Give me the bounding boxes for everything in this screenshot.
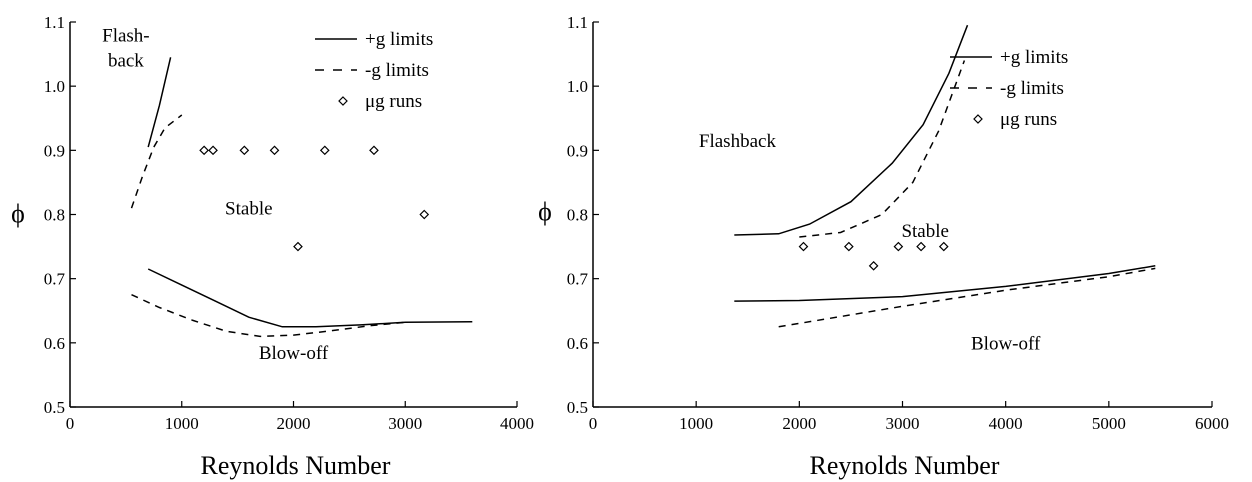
y-tick-label: 0.5 (567, 398, 588, 417)
region-label: Flashback (699, 131, 777, 152)
plus-g-limit-line (734, 24, 969, 236)
legend-label: -g limits (365, 60, 429, 81)
x-axis-label: Reynolds Number (201, 451, 391, 480)
y-tick-label: 0.5 (44, 398, 65, 417)
legend: +g limits -g limits μg runs (315, 29, 433, 112)
x-tick-label: 3000 (388, 414, 422, 433)
microgravity-run-point (269, 145, 280, 156)
y-tick-label: 0.9 (44, 141, 65, 160)
y-tick-label: 0.7 (567, 270, 589, 289)
legend-diamond-marker (973, 114, 983, 124)
region-label: Blow-off (971, 333, 1041, 354)
y-tick-label: 1.0 (567, 77, 588, 96)
y-tick-label: 0.6 (44, 334, 65, 353)
microgravity-run-point (319, 145, 330, 156)
x-tick-label: 2000 (782, 414, 816, 433)
microgravity-run-point (868, 260, 879, 271)
legend-label: μg runs (365, 91, 422, 112)
legend-label: -g limits (1000, 78, 1064, 99)
left-chart-panel: 0 1000 2000 3000 4000 0.5 0.6 0.7 0.8 0.9 1.0 1.1 Re… (11, 13, 534, 480)
y-tick-label: 1.0 (44, 77, 65, 96)
microgravity-run-point (239, 145, 250, 156)
y-tick-label: 1.1 (567, 13, 588, 32)
plus-g-limit-line (147, 268, 473, 328)
microgravity-run-point (798, 241, 809, 252)
x-tick-label: 1000 (679, 414, 713, 433)
y-tick-label: 0.8 (44, 206, 65, 225)
legend-diamond-marker (338, 96, 348, 106)
x-tick-label: 4000 (989, 414, 1023, 433)
legend-label: +g limits (365, 29, 433, 50)
x-tick-label: 3000 (886, 414, 920, 433)
y-tick-label: 1.1 (44, 13, 65, 32)
x-axis-label: Reynolds Number (810, 451, 1000, 480)
minus-g-limit-line (130, 114, 183, 209)
region-label: Flash- (102, 25, 150, 46)
x-tick-label: 0 (66, 414, 75, 433)
region-label: Stable (901, 221, 949, 242)
minus-g-limit-line (778, 267, 1156, 328)
y-tick-label: 0.6 (567, 334, 588, 353)
y-tick-label: 0.8 (567, 206, 588, 225)
legend-label: +g limits (1000, 47, 1068, 68)
x-tick-label: 0 (589, 414, 598, 433)
minus-g-limit-line (799, 60, 966, 238)
legend: +g limits -g limits μg runs (950, 47, 1068, 130)
y-tick-label: 0.7 (44, 270, 66, 289)
microgravity-run-point (844, 241, 854, 252)
microgravity-run-point (208, 145, 218, 156)
x-tick-label: 2000 (277, 414, 311, 433)
legend-label: μg runs (1000, 109, 1057, 130)
x-tick-label: 4000 (500, 414, 534, 433)
region-label: Stable (225, 199, 273, 220)
x-tick-label: 5000 (1092, 414, 1126, 433)
x-tick-label: 1000 (165, 414, 199, 433)
minus-g-limit-line (131, 294, 406, 338)
plus-g-limit-line (147, 57, 172, 148)
plus-g-limit-line (734, 265, 1156, 302)
microgravity-run-point (293, 241, 303, 252)
y-axis-label: ϕ (538, 197, 552, 226)
region-label: back (108, 50, 144, 71)
microgravity-run-point (419, 209, 430, 220)
y-tick-label: 0.9 (567, 141, 588, 160)
microgravity-run-point (369, 145, 379, 156)
microgravity-run-point (893, 241, 904, 252)
microgravity-run-point (916, 241, 926, 252)
microgravity-run-point (938, 241, 949, 252)
region-label: Blow-off (259, 343, 329, 364)
y-axis-label: ϕ (11, 199, 25, 228)
right-chart-panel: 0 1000 2000 3000 4000 5000 6000 0.5 0.6 0.7 0.8 0.9… (538, 13, 1229, 480)
microgravity-run-point (199, 145, 209, 156)
x-tick-label: 6000 (1195, 414, 1229, 433)
